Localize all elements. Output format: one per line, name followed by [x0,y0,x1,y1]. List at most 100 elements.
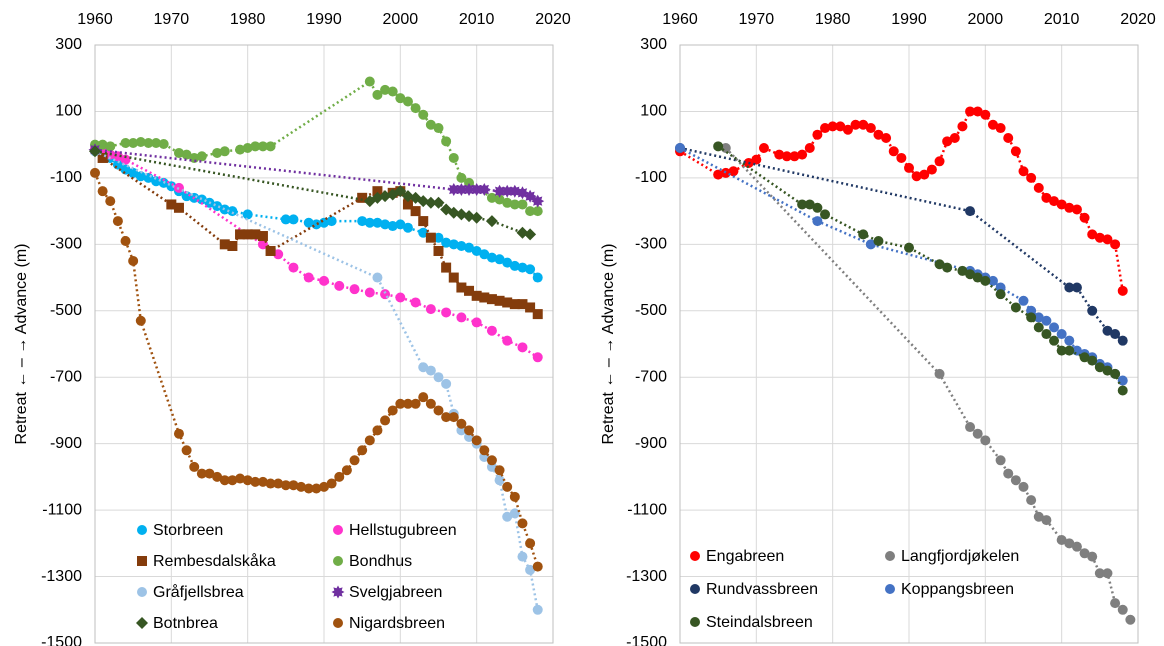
marker [517,518,528,529]
marker [1041,515,1052,526]
marker [97,186,108,197]
marker [418,392,429,403]
marker [410,103,421,114]
marker [1064,202,1075,213]
marker [181,445,192,456]
marker [303,272,314,283]
marker [464,425,475,436]
marker [410,398,421,409]
marker [319,481,329,492]
marker [418,216,429,227]
marker [349,455,360,466]
marker [219,146,230,157]
marker [942,136,953,147]
legend-marker [136,617,148,629]
y-tick-label: -1500 [41,634,82,646]
marker [532,272,543,283]
marker [380,219,391,230]
marker [949,133,960,144]
legend-label: Storbreen [153,522,223,539]
marker [873,129,884,140]
marker [1102,365,1113,376]
marker [250,476,261,487]
x-tick-label: 2020 [1120,11,1156,28]
marker [235,144,246,155]
marker [980,435,991,446]
marker [1026,495,1037,506]
marker [288,480,299,491]
marker [235,229,246,240]
marker [425,365,436,376]
marker [485,215,498,228]
series-line [93,172,539,567]
marker [227,240,238,251]
marker [1056,199,1067,210]
marker [881,133,892,144]
marker [858,229,869,240]
marker [456,172,467,183]
marker [972,106,983,117]
marker [334,280,345,291]
marker [1033,312,1044,323]
marker [509,299,520,310]
marker [464,242,475,253]
marker [120,154,131,165]
x-tick-label: 1960 [662,11,698,28]
marker [532,206,543,217]
marker [517,299,528,310]
y-axis-label: Retreat ← – → Advance (m) [600,244,617,445]
marker [713,141,724,152]
marker [471,435,482,446]
legend-label: Rembesdalskåka [153,552,276,570]
marker [470,211,483,224]
marker [1003,468,1014,479]
marker [395,93,406,104]
marker [1125,614,1136,625]
marker [517,262,528,273]
marker [904,162,914,173]
marker [143,138,154,149]
marker [987,275,998,286]
marker [219,239,230,250]
marker [532,604,543,615]
marker [1110,329,1121,340]
marker [424,196,437,209]
marker [477,183,491,196]
marker [288,214,299,225]
y-tick-label: -1500 [626,634,667,646]
marker [858,119,869,130]
marker [395,292,406,303]
marker [1056,329,1067,340]
marker [1033,322,1044,333]
marker [812,202,823,213]
marker [1102,568,1113,579]
marker [89,145,101,158]
y-axis-label: Retreat ← – → Advance (m) [13,244,30,445]
y-tick-label: -1100 [627,501,667,518]
marker [105,196,116,207]
marker [1094,568,1105,579]
marker [235,473,246,484]
legend-label: Svelgjabreen [349,584,442,601]
legend-marker [333,618,343,628]
marker [448,272,459,283]
marker [1079,212,1090,223]
marker [720,167,731,178]
marker [273,478,284,489]
marker [1110,239,1121,250]
marker [1064,282,1075,293]
marker [789,151,800,162]
marker [128,167,139,178]
marker [812,129,823,140]
marker [494,295,505,306]
marker [1018,166,1029,177]
marker [326,216,337,227]
x-tick-label: 2010 [1044,11,1080,28]
marker [288,262,299,273]
marker [425,398,436,409]
marker [447,183,461,196]
marker [1033,511,1044,522]
marker [842,124,853,135]
legend-label: Botnbrea [153,615,218,632]
